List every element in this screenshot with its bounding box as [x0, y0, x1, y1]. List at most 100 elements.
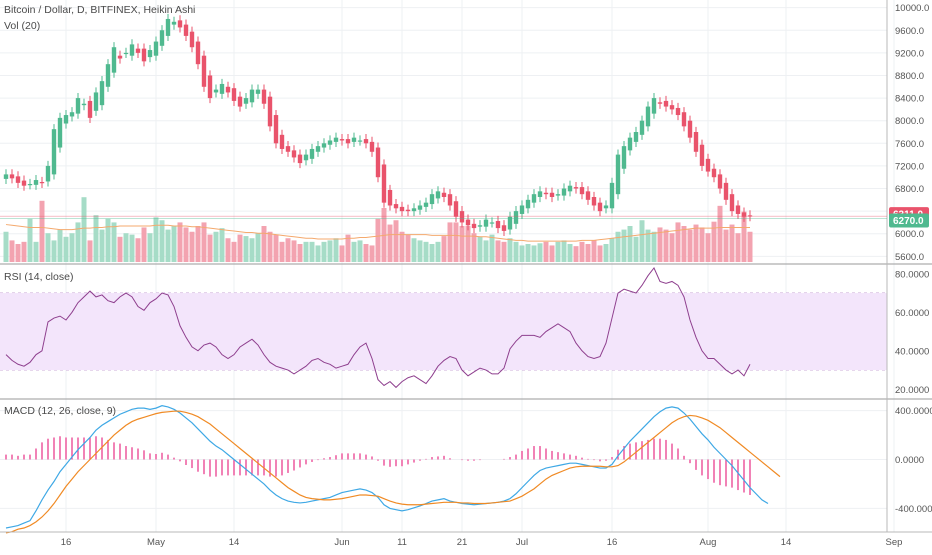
candle-body: [75, 98, 81, 114]
candle-body: [285, 146, 291, 152]
volume-bar: [309, 241, 315, 262]
candle-body: [561, 188, 567, 196]
price-tick-label: 9200.0: [895, 48, 924, 59]
volume-bar: [33, 241, 39, 262]
candle-body: [663, 100, 669, 107]
candle-body: [495, 221, 501, 229]
rsi-tick-label: 20.0000: [895, 385, 929, 396]
candle-body: [609, 182, 615, 209]
volume-bar: [291, 240, 297, 262]
candle-body: [39, 182, 45, 184]
volume-bar: [417, 240, 423, 262]
candle-body: [171, 21, 177, 25]
volume-bar: [687, 229, 693, 262]
price-tag-box: [889, 213, 929, 228]
volume-bar: [717, 205, 723, 262]
volume-bar: [117, 236, 123, 262]
volume-bar: [591, 240, 597, 262]
volume-bar: [615, 231, 621, 262]
volume-bar: [651, 231, 657, 262]
candle-body: [105, 64, 111, 87]
volume-bar: [621, 229, 627, 262]
rsi-band: [0, 293, 887, 371]
candle-body: [207, 75, 213, 99]
macd-tick-label: -400.0000: [895, 504, 932, 515]
volume-bar: [453, 222, 459, 262]
candle-body: [21, 180, 27, 186]
volume-bar: [345, 234, 351, 262]
volume-bar: [63, 236, 69, 262]
volume-bar: [285, 238, 291, 262]
candle-body: [51, 129, 57, 175]
x-tick-label: 21: [457, 537, 468, 548]
candle-body: [93, 92, 99, 111]
volume-bar: [711, 221, 717, 262]
candle-body: [729, 194, 735, 212]
volume-bar: [135, 238, 141, 262]
volume-bar: [303, 241, 309, 262]
volume-bar: [633, 236, 639, 262]
candle-body: [351, 137, 357, 142]
candle-body: [441, 192, 447, 197]
candle-body: [435, 191, 441, 199]
volume-bar: [363, 244, 369, 262]
indicator-lines: [5, 224, 781, 534]
candle-body: [483, 219, 489, 227]
candle-body: [255, 89, 261, 94]
candle-body: [33, 180, 39, 185]
x-tick-label: 16: [607, 537, 618, 548]
grid-lines: [0, 0, 895, 532]
volume-bar: [681, 226, 687, 262]
price-tick-label: 7200.0: [895, 161, 924, 172]
x-tick-label: Jun: [334, 537, 349, 548]
volume-bar: [627, 226, 633, 262]
volume-bar: [489, 234, 495, 262]
volume-bar: [321, 241, 327, 262]
candle-body: [651, 98, 657, 114]
candle-body: [357, 140, 363, 142]
candle-body: [303, 154, 309, 161]
candle-body: [489, 222, 495, 224]
volume-bar: [81, 197, 87, 262]
candle-body: [141, 48, 147, 62]
candle-body: [177, 20, 183, 28]
rsi-pane-title: RSI (14, close): [4, 271, 74, 283]
volume-bar: [513, 241, 519, 262]
volume-bar: [273, 234, 279, 262]
volume-bar: [249, 238, 255, 262]
volume-bar: [189, 231, 195, 262]
price-tick-label: 6000.0: [895, 229, 924, 240]
candle-body: [123, 52, 129, 55]
volume-bar: [603, 244, 609, 262]
candle-body: [45, 165, 51, 182]
volume-bar: [429, 244, 435, 262]
candle-body: [585, 191, 591, 200]
candle-body: [57, 117, 63, 148]
volume-bar: [699, 227, 705, 262]
volume-bar: [57, 229, 63, 262]
price-tick-label: 8800.0: [895, 71, 924, 82]
price-tick-label: 7600.0: [895, 139, 924, 150]
candle-body: [381, 164, 387, 203]
candle-body: [9, 174, 15, 179]
price-tag-label: 6270.0: [893, 216, 924, 227]
volume-bar: [105, 218, 111, 262]
volume-bar: [27, 218, 33, 262]
candle-body: [537, 191, 543, 197]
candle-body: [459, 211, 465, 223]
volume-bar: [369, 245, 375, 262]
macd-pane-title: MACD (12, 26, close, 9): [4, 405, 117, 417]
candle-body: [15, 176, 21, 183]
volume-bar: [729, 224, 735, 262]
candle-body: [309, 148, 315, 159]
volume-bar: [123, 233, 129, 262]
volume-bar: [609, 238, 615, 262]
candle-body: [87, 100, 93, 118]
volume-bar: [459, 226, 465, 262]
x-tick-label: Aug: [700, 537, 717, 548]
candle-body: [735, 205, 741, 214]
candle-body: [675, 107, 681, 116]
candle-body: [279, 134, 285, 149]
candle-body: [387, 189, 393, 206]
